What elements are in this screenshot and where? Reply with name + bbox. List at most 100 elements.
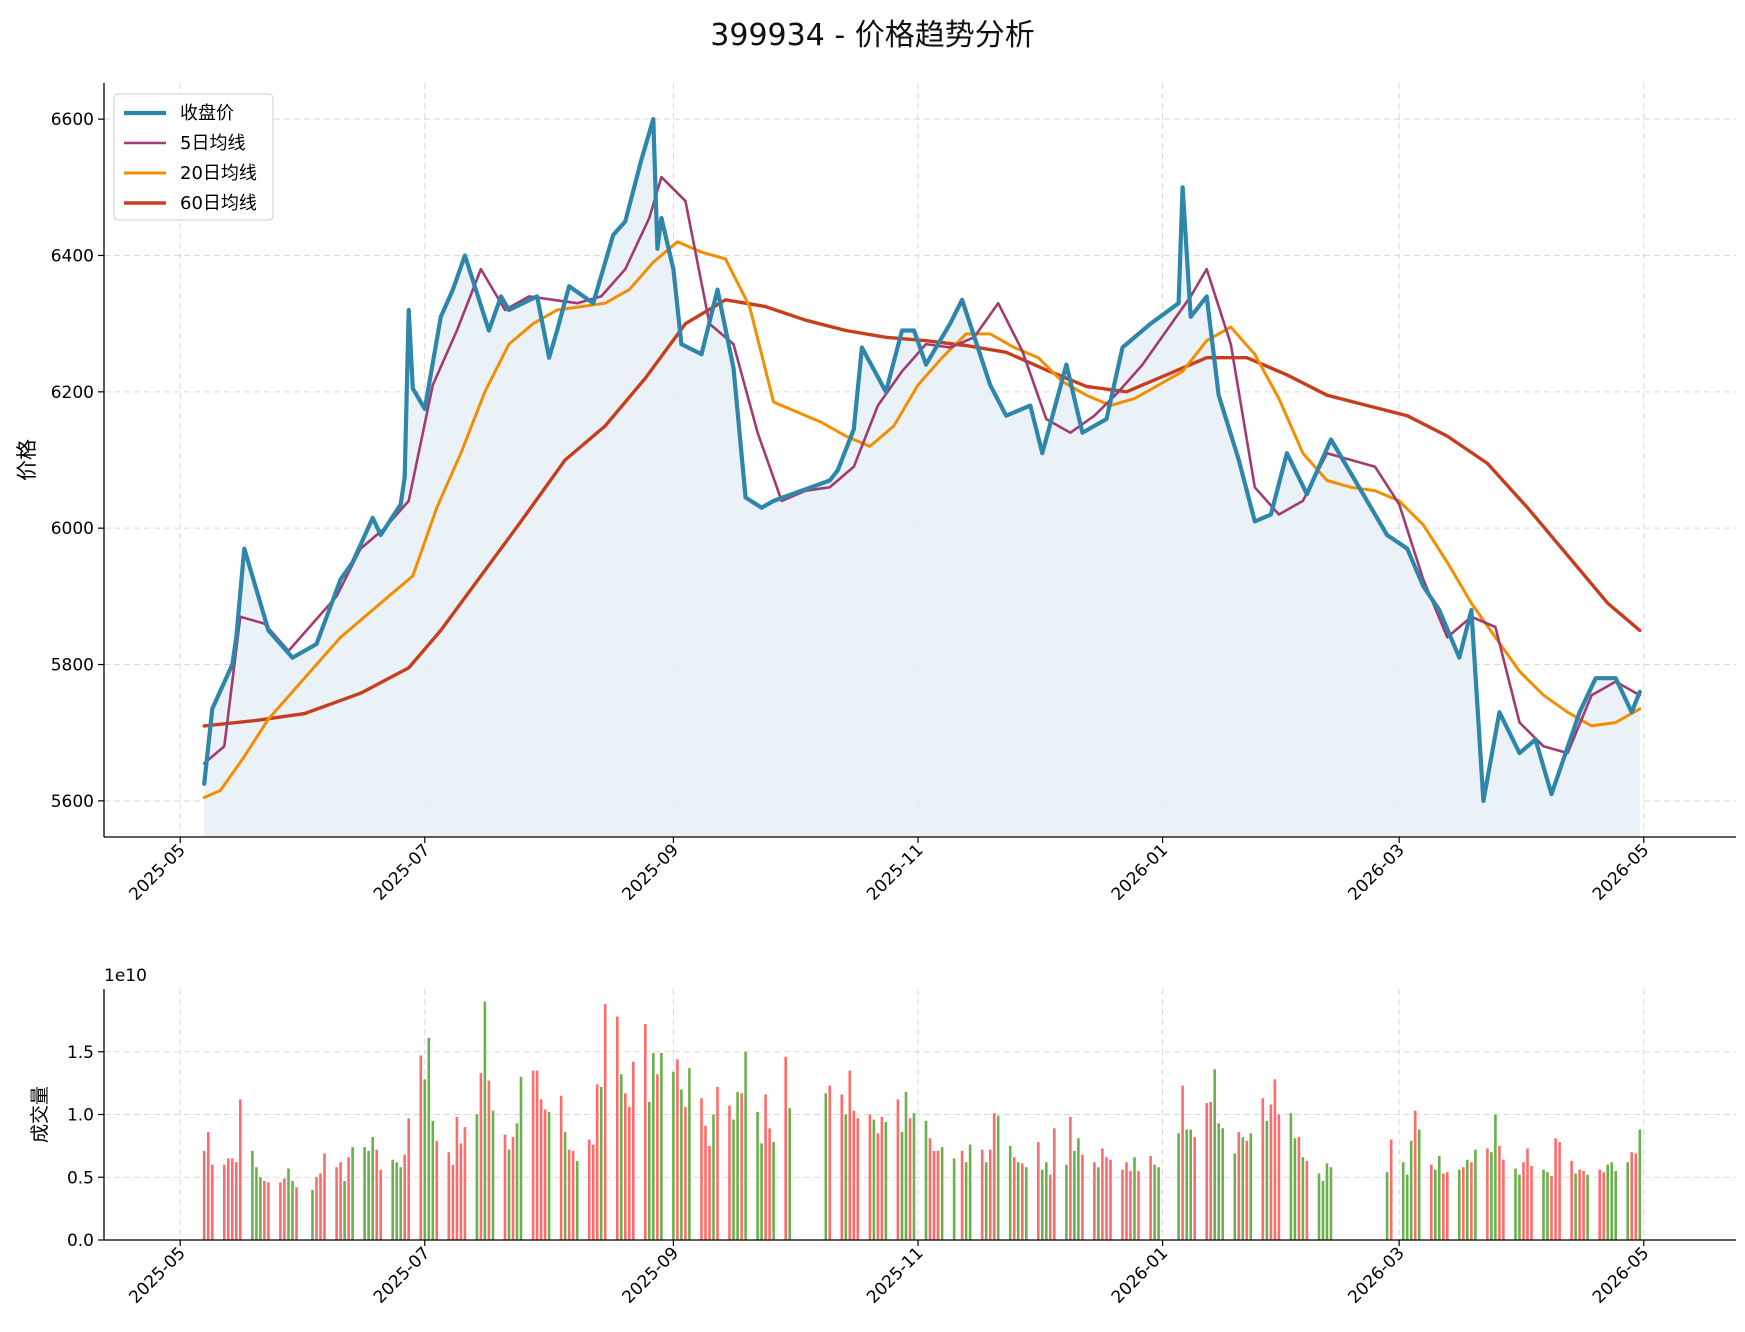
volume-bar	[1233, 1153, 1237, 1240]
volume-bar	[644, 1024, 647, 1240]
volume-bar	[515, 1123, 519, 1240]
volume-bar	[459, 1143, 463, 1240]
volume-bar	[772, 1142, 775, 1240]
volume-bar	[227, 1158, 230, 1240]
volume-bar	[828, 1085, 832, 1240]
volume-bar	[1073, 1150, 1076, 1240]
volume-bar	[900, 1132, 904, 1240]
x-tick-label: 2026-03	[1344, 840, 1408, 900]
volume-bar	[251, 1150, 254, 1240]
volume-bar	[1077, 1138, 1080, 1240]
volume-bar	[1121, 1169, 1124, 1240]
scale-offset-label: 1e10	[104, 966, 147, 986]
volume-bar	[1438, 1155, 1441, 1240]
volume-bar	[844, 1114, 848, 1240]
volume-bar	[347, 1157, 350, 1240]
volume-bar	[223, 1164, 226, 1240]
volume-bar	[259, 1177, 262, 1241]
volume-bar	[511, 1137, 515, 1240]
x-tick-label: 2025-11	[863, 1243, 927, 1307]
volume-bar	[904, 1091, 908, 1240]
volume-bar	[1213, 1069, 1216, 1240]
volume-bar	[267, 1182, 270, 1240]
x-tick-label: 2026-05	[1589, 1243, 1653, 1307]
x-tick-label: 2025-05	[125, 840, 189, 900]
x-tick-label: 2025-05	[125, 1243, 189, 1307]
volume-bar	[1462, 1167, 1465, 1240]
volume-bar	[676, 1059, 679, 1240]
volume-bar	[1097, 1167, 1100, 1240]
volume-bar	[255, 1167, 258, 1240]
volume-bar	[716, 1086, 719, 1240]
volume-bar	[419, 1055, 423, 1240]
ma5-line	[202, 175, 1642, 765]
volume-bar	[591, 1144, 595, 1240]
volume-bar	[712, 1114, 715, 1240]
volume-bar	[1413, 1110, 1417, 1240]
volume-bar	[1389, 1139, 1393, 1240]
volume-bar	[1065, 1164, 1068, 1240]
volume-bar	[1614, 1171, 1617, 1240]
volume-bar	[431, 1120, 435, 1240]
volume-bar	[1550, 1176, 1553, 1240]
volume-bar	[992, 1113, 996, 1240]
volume-bar	[231, 1158, 234, 1240]
volume-bar	[1385, 1172, 1389, 1240]
volume-bar	[876, 1133, 880, 1240]
volume-bar	[287, 1168, 290, 1240]
volume-bar	[575, 1160, 579, 1240]
volume-bar	[652, 1053, 655, 1240]
volume-bar	[447, 1152, 451, 1240]
volume-bar	[968, 1144, 972, 1240]
volume-bar	[1606, 1164, 1609, 1240]
legend: 收盘价 5日均线 20日均线 60日均线	[113, 93, 274, 221]
volume-bar	[856, 1118, 860, 1240]
volume-bar	[463, 1127, 467, 1240]
volume-bar	[1630, 1152, 1633, 1240]
y-tick-label: 0.5	[67, 1168, 94, 1188]
x-tick-label: 2026-01	[1108, 1243, 1172, 1307]
volume-bar	[1466, 1159, 1469, 1240]
volume-bar	[1546, 1172, 1549, 1240]
volume-bar	[620, 1074, 623, 1240]
volume-bar	[1093, 1162, 1096, 1240]
volume-bar	[1193, 1137, 1196, 1240]
volume-bar	[1181, 1085, 1184, 1240]
volume-bar	[1297, 1137, 1301, 1240]
volume-bar	[740, 1093, 743, 1240]
volume-bar	[744, 1051, 747, 1241]
volume-bar	[1249, 1133, 1253, 1240]
volume-bar	[1109, 1159, 1112, 1240]
volume-bar	[363, 1147, 366, 1240]
volume-bar	[868, 1114, 872, 1240]
volume-bar	[1289, 1113, 1293, 1240]
volume-bar	[936, 1150, 940, 1240]
volume-bar	[1558, 1142, 1561, 1240]
y-tick-label: 0.0	[67, 1231, 94, 1251]
x-tick-label: 2026-05	[1589, 840, 1653, 900]
volume-bar	[455, 1117, 459, 1240]
volume-bar	[1069, 1117, 1072, 1240]
volume-bar	[784, 1056, 787, 1240]
y-tick-label: 5800	[51, 656, 94, 676]
volume-bar	[852, 1110, 856, 1240]
volume-bar	[503, 1134, 507, 1240]
volume-bar	[483, 1001, 487, 1240]
volume-bar	[728, 1105, 731, 1240]
volume-bar	[295, 1187, 298, 1240]
volume-bar	[1149, 1155, 1152, 1240]
volume-bar	[648, 1101, 651, 1240]
volume-bar	[952, 1158, 956, 1240]
volume-bar	[1129, 1171, 1132, 1240]
x-tick-label: 2026-03	[1344, 1243, 1408, 1307]
volume-bar	[207, 1132, 210, 1240]
volume-bar	[756, 1112, 759, 1240]
volume-bar	[563, 1132, 567, 1240]
volume-bar	[1634, 1153, 1638, 1240]
legend-label: 5日均线	[180, 133, 245, 154]
volume-bar	[660, 1053, 663, 1240]
volume-bar	[1554, 1138, 1557, 1240]
volume-bar	[435, 1140, 439, 1240]
volume-bar	[599, 1086, 603, 1240]
volume-bar	[1025, 1167, 1028, 1240]
